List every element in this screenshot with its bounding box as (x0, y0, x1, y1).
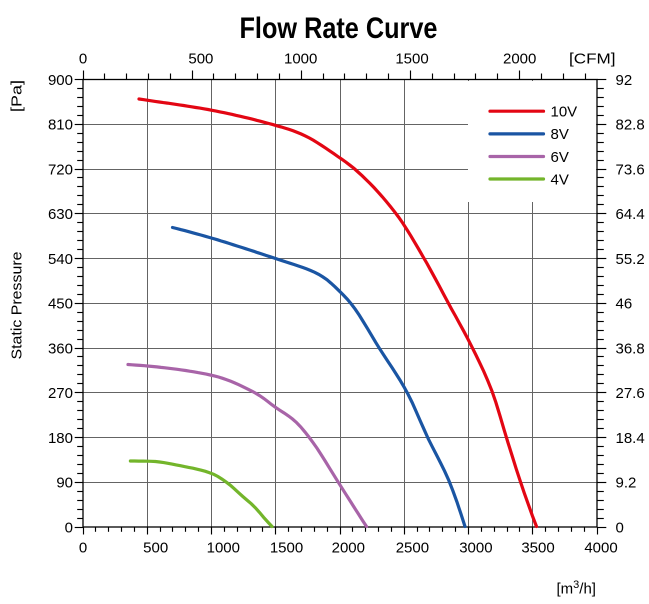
svg-text:[m3/h]: [m3/h] (557, 579, 596, 598)
svg-text:360: 360 (48, 340, 73, 357)
svg-text:810: 810 (48, 117, 73, 134)
svg-text:82.8: 82.8 (616, 117, 645, 134)
svg-text:8V: 8V (551, 126, 569, 143)
svg-text:450: 450 (48, 296, 73, 313)
svg-text:0: 0 (79, 540, 87, 557)
svg-text:55.2: 55.2 (616, 251, 645, 268)
svg-text:9.2: 9.2 (616, 475, 637, 492)
svg-text:630: 630 (48, 206, 73, 223)
svg-text:2000: 2000 (332, 540, 365, 557)
svg-text:1000: 1000 (284, 50, 317, 67)
svg-text:1500: 1500 (270, 540, 303, 557)
svg-text:64.4: 64.4 (616, 206, 645, 223)
svg-text:500: 500 (143, 540, 168, 557)
svg-text:1000: 1000 (207, 540, 240, 557)
svg-text:[CFM]: [CFM] (569, 50, 616, 67)
svg-text:27.6: 27.6 (616, 385, 645, 402)
svg-text:1500: 1500 (395, 50, 428, 67)
svg-text:36.8: 36.8 (616, 340, 645, 357)
svg-text:92: 92 (616, 72, 633, 89)
svg-text:2000: 2000 (503, 50, 536, 67)
svg-text:Static Pressure: Static Pressure (9, 252, 26, 360)
svg-text:6V: 6V (551, 149, 569, 166)
svg-text:4000: 4000 (584, 540, 617, 557)
svg-text:[Pa]: [Pa] (9, 80, 26, 112)
svg-text:0: 0 (65, 519, 73, 536)
svg-text:900: 900 (48, 72, 73, 89)
svg-text:720: 720 (48, 161, 73, 178)
svg-text:270: 270 (48, 385, 73, 402)
svg-text:4V: 4V (551, 171, 569, 188)
svg-text:180: 180 (48, 430, 73, 447)
svg-text:2500: 2500 (396, 540, 429, 557)
svg-text:10V: 10V (551, 104, 578, 121)
svg-text:0: 0 (616, 519, 624, 536)
svg-text:3500: 3500 (521, 540, 554, 557)
svg-text:Flow Rate Curve: Flow Rate Curve (240, 12, 438, 45)
svg-text:18.4: 18.4 (616, 430, 645, 447)
svg-text:46: 46 (616, 296, 633, 313)
svg-text:0: 0 (79, 50, 87, 67)
svg-text:3000: 3000 (459, 540, 492, 557)
svg-text:73.6: 73.6 (616, 161, 645, 178)
svg-text:500: 500 (188, 50, 213, 67)
svg-text:90: 90 (56, 475, 73, 492)
svg-text:540: 540 (48, 251, 73, 268)
